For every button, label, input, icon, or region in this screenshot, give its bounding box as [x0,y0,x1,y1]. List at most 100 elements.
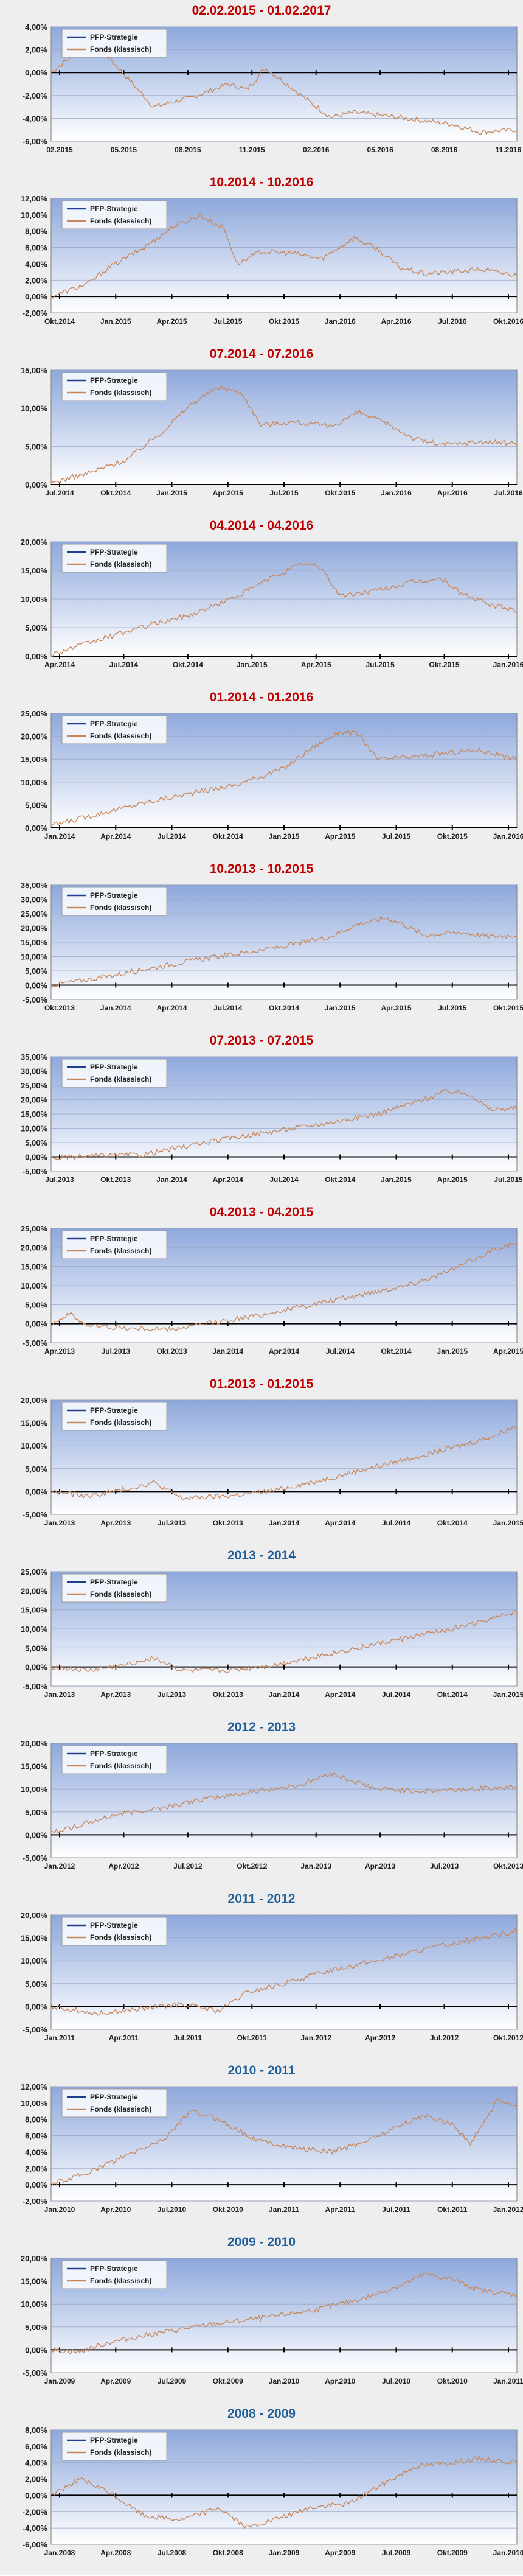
chart-panel: 2010 - 2011 12,00% 10,00% 8,00% 6,00% 4,00% 2,… [0,2060,523,2232]
y-tick-label: 15,00% [21,1262,48,1272]
line-chart: 12,00% 10,00% 8,00% 6,00% 4,00% 2,00% 0,00% -2,… [21,2082,523,2214]
legend-label-fund: Fonds (klassisch) [90,217,151,225]
x-tick-label: Okt.2013 [100,1175,131,1184]
x-tick-label: Apr.2015 [301,660,331,669]
legend-label-strategy: PFP-Strategie [90,1406,138,1415]
y-tick-label: 0,00% [25,1487,47,1496]
y-tick-label: 25,00% [21,709,48,718]
y-tick-label: 0,00% [25,1153,47,1162]
line-chart: 12,00% 10,00% 8,00% 6,00% 4,00% 2,00% 0,00% -2,… [21,194,523,326]
chart-panel: 02.02.2015 - 01.02.2017 4,00% 2,00% 0,00% -2… [0,0,523,172]
legend-label-fund: Fonds (klassisch) [90,1590,151,1598]
y-tick-label: 0,00% [25,2345,47,2354]
x-tick-label: Apr.2015 [381,1004,411,1012]
legend-label-strategy: PFP-Strategie [90,2264,138,2273]
x-tick-label: Okt.2015 [325,489,355,497]
legend [61,2260,167,2289]
legend [61,1917,167,1946]
x-tick-label: Jan.2014 [269,1519,300,1527]
series-fonds-line [50,2098,518,2187]
legend-label-fund: Fonds (klassisch) [90,45,151,54]
x-tick-label: Jan.2016 [381,489,412,497]
x-tick-label: Apr.2012 [108,1862,139,1871]
x-tick-label: Jul.2013 [158,1519,187,1527]
y-tick-label: 25,00% [21,1224,48,1233]
x-tick-label: Apr.2008 [100,2549,131,2557]
x-tick-label: Jul.2008 [158,2549,187,2557]
x-tick-label: 02.2015 [46,145,73,154]
legend-label-strategy: PFP-Strategie [90,1578,138,1586]
y-tick-label: -4,00% [23,114,48,123]
y-tick-label: 10,00% [21,595,48,604]
legend-label-strategy: PFP-Strategie [90,376,138,385]
y-tick-label: 15,00% [21,566,48,575]
y-tick-label: -5,00% [23,1682,48,1691]
y-tick-label: 15,00% [21,1934,48,1943]
y-tick-label: 15,00% [21,366,48,375]
x-tick-label: Okt.2012 [493,2034,523,2042]
x-tick-label: Jan.2016 [493,660,523,669]
x-tick-label: Apr.2015 [493,1347,523,1356]
y-tick-label: 20,00% [21,1243,48,1252]
y-tick-label: 10,00% [21,2300,48,2309]
x-tick-label: Okt.2010 [437,2377,468,2385]
y-tick-label: 10,00% [21,953,48,962]
legend-label-fund: Fonds (klassisch) [90,2105,151,2113]
x-tick-label: Jul.2013 [102,1347,131,1356]
legend-label-strategy: PFP-Strategie [90,891,138,900]
chart-title: 10.2014 - 10.2016 [209,175,314,189]
x-tick-label: Apr.2014 [325,1519,355,1527]
x-tick-label: 08.2015 [175,145,201,154]
legend [61,1059,167,1088]
x-tick-label: Okt.2014 [100,489,131,497]
y-tick-label: 35,00% [21,1052,48,1062]
x-tick-label: Okt.2014 [173,660,203,669]
x-tick-label: Jan.2016 [325,317,356,326]
legend [61,2088,167,2118]
y-tick-label: 8,00% [25,227,47,236]
line-chart: 25,00%20,00%15,00%10,00%5,00%0,00%Jan.20… [21,709,523,841]
x-tick-label: 05.2016 [367,145,393,154]
y-tick-label: 10,00% [21,1956,48,1965]
x-tick-label: Okt.2013 [156,1347,187,1356]
legend-label-strategy: PFP-Strategie [90,33,138,41]
chart-title: 01.2014 - 01.2016 [209,690,314,704]
chart-panel: 07.2014 - 07.2016 15,00% 10,00% 5,00% 0,00% J… [0,343,523,516]
x-tick-label: Jul.2010 [382,2377,411,2385]
x-tick-label: Jan.2013 [300,1862,331,1871]
chart-panel: 2013 - 2014 25,00% 20,00% 15,00% 10,00% 5,00%… [0,1545,523,1717]
x-tick-label: Okt.2014 [213,832,243,841]
y-tick-label: 20,00% [21,1396,48,1405]
x-tick-label: Jul.2013 [45,1175,74,1184]
x-tick-label: Apr.2009 [325,2549,355,2557]
y-tick-label: 10,00% [21,2099,48,2108]
y-tick-label: -6,00% [23,137,48,146]
y-tick-label: 4,00% [25,2147,47,2157]
x-tick-label: Okt.2014 [325,1175,355,1184]
x-tick-label: Jul.2014 [326,1347,355,1356]
y-tick-label: 30,00% [21,895,48,905]
y-tick-label: 0,00% [25,1320,47,1329]
x-tick-label: Jul.2015 [365,660,395,669]
legend [61,1573,167,1603]
series-fonds-line [50,1928,518,2016]
y-tick-label: 8,00% [25,2115,47,2124]
series-fonds-line [50,2455,518,2529]
x-tick-label: Okt.2016 [493,317,523,326]
x-tick-label: Apr.2014 [325,1690,355,1699]
x-tick-label: Jan.2015 [493,1519,523,1527]
chart-title: 07.2014 - 07.2016 [209,347,314,361]
y-tick-label: 0,00% [25,292,47,301]
y-tick-label: 15,00% [21,2277,48,2286]
y-tick-label: 5,00% [25,1465,47,1474]
x-tick-label: Jan.2014 [44,832,75,841]
y-tick-label: 10,00% [21,404,48,413]
line-chart: 35,00% 30,00% 25,00% 20,00% 15,00% 10,00% 5,00… [21,1052,523,1184]
y-tick-label: 5,00% [25,1643,47,1653]
series-fonds-line [50,915,518,988]
y-tick-label: 35,00% [21,881,48,890]
y-tick-label: 0,00% [25,824,47,833]
x-tick-label: Okt.2009 [437,2549,468,2557]
y-tick-label: 30,00% [21,1067,48,1076]
x-tick-label: Jul.2014 [45,489,74,497]
